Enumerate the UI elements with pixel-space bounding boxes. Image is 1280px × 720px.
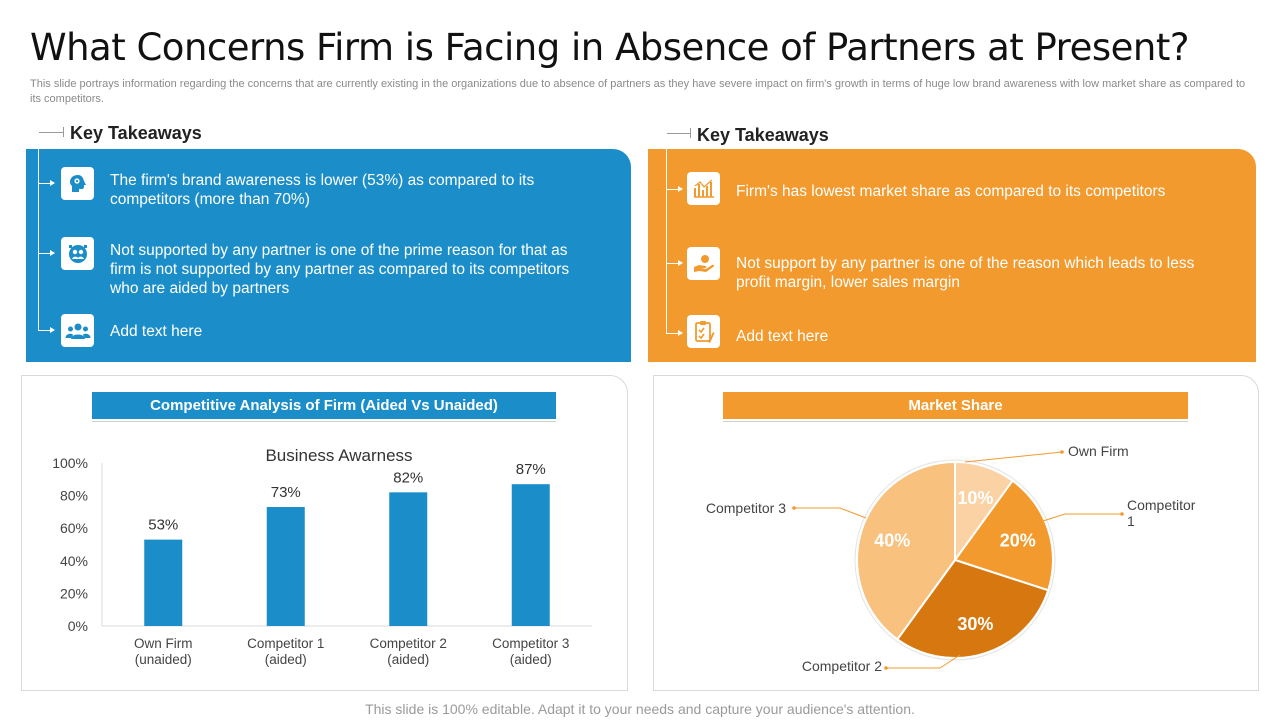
y-tick-label: 80% bbox=[60, 488, 88, 504]
bar-2 bbox=[267, 507, 305, 626]
bar-chart-title: Business Awarness bbox=[265, 446, 412, 465]
x-tick-label: Competitor 2 bbox=[370, 636, 447, 651]
y-tick-label: 60% bbox=[60, 520, 88, 536]
bar-value-label: 53% bbox=[148, 517, 178, 534]
y-tick-label: 20% bbox=[60, 585, 88, 601]
bar-value-label: 73% bbox=[271, 484, 301, 501]
y-tick-label: 100% bbox=[52, 455, 88, 471]
x-tick-label: (aided) bbox=[510, 652, 552, 667]
bar-1 bbox=[144, 540, 182, 626]
bar-4 bbox=[512, 484, 550, 626]
x-tick-label: (unaided) bbox=[135, 652, 192, 667]
y-tick-label: 40% bbox=[60, 553, 88, 569]
footer-note: This slide is 100% editable. Adapt it to… bbox=[0, 701, 1280, 717]
y-tick-label: 0% bbox=[68, 618, 88, 634]
bar-chart: Business Awarness 0% 20% 40% 60% 80% 100% 53% Ow… bbox=[0, 0, 1280, 720]
bar-value-label: 82% bbox=[393, 469, 423, 486]
x-tick-label: Own Firm bbox=[134, 636, 193, 651]
x-tick-label: Competitor 1 bbox=[247, 636, 324, 651]
x-tick-label: Competitor 3 bbox=[492, 636, 569, 651]
x-tick-label: (aided) bbox=[387, 652, 429, 667]
bar-3 bbox=[389, 492, 427, 626]
bar-value-label: 87% bbox=[516, 461, 546, 478]
x-tick-label: (aided) bbox=[265, 652, 307, 667]
